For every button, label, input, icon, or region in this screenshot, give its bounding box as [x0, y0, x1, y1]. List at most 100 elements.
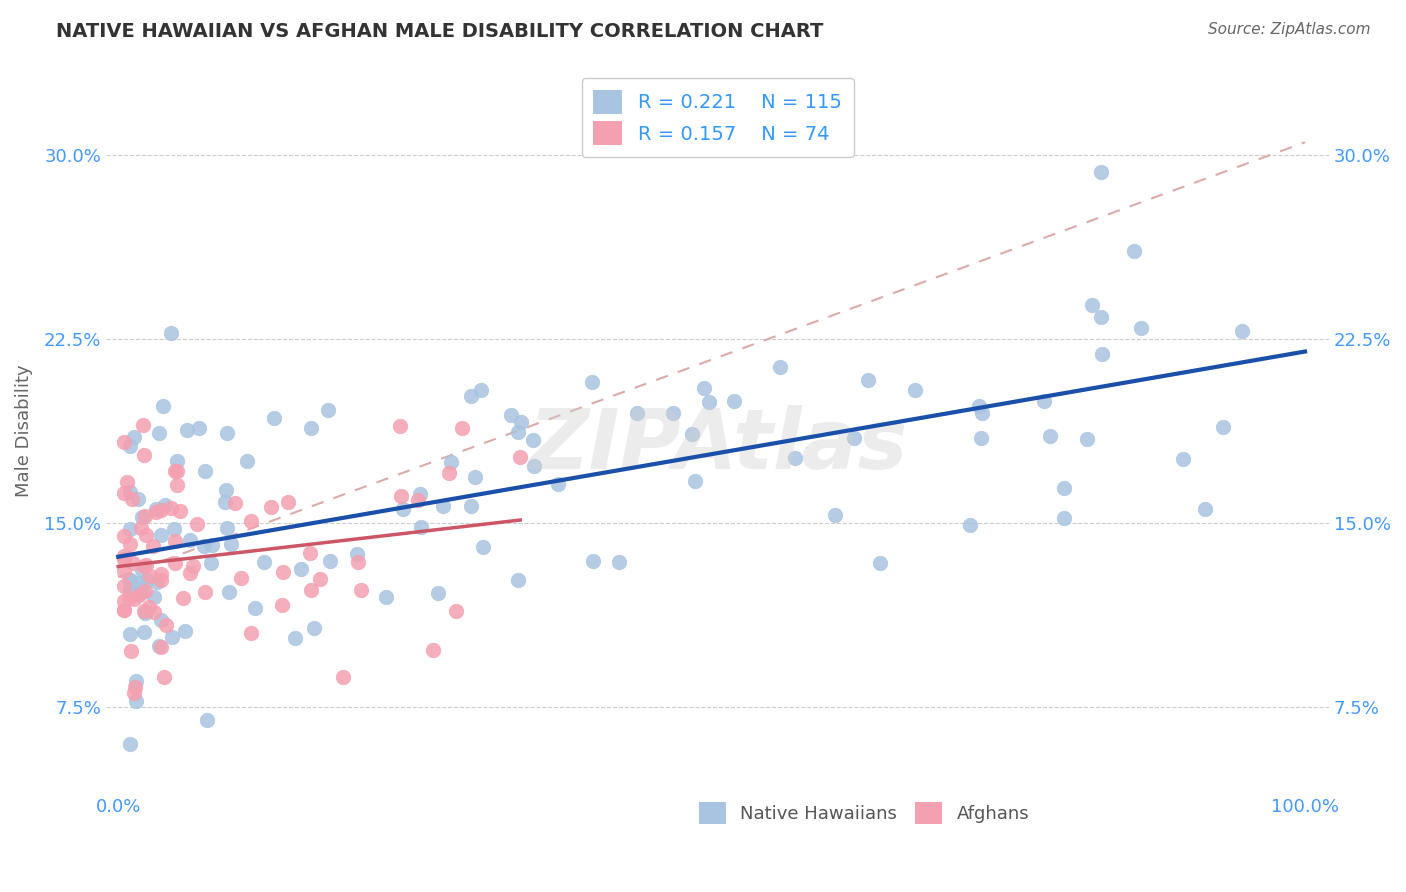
Point [1194, 502, 1216, 516]
Point [693, 381, 716, 395]
Point [120, 522, 142, 536]
Point [219, 537, 242, 551]
Point [271, 598, 294, 612]
Point [112, 434, 135, 449]
Point [299, 546, 322, 560]
Point [112, 579, 135, 593]
Point [426, 586, 449, 600]
Point [132, 418, 155, 433]
Point [215, 521, 238, 535]
Point [440, 455, 463, 469]
Point [460, 499, 482, 513]
Point [132, 625, 155, 640]
Point [179, 566, 201, 580]
Point [153, 670, 176, 684]
Point [970, 431, 993, 445]
Point [165, 534, 187, 549]
Point [120, 737, 142, 751]
Point [785, 450, 807, 465]
Point [464, 470, 486, 484]
Point [120, 582, 142, 596]
Point [723, 394, 745, 409]
Point [148, 425, 170, 440]
Point [409, 520, 432, 534]
Point [115, 475, 138, 489]
Point [253, 555, 276, 569]
Point [135, 558, 157, 572]
Point [260, 500, 283, 514]
Point [142, 590, 165, 604]
Point [374, 590, 396, 604]
Point [299, 582, 322, 597]
Point [124, 680, 146, 694]
Point [432, 499, 454, 513]
Point [138, 599, 160, 614]
Point [169, 504, 191, 518]
Point [120, 484, 142, 499]
Point [299, 420, 322, 434]
Point [972, 406, 994, 420]
Point [284, 631, 307, 645]
Text: Source: ZipAtlas.com: Source: ZipAtlas.com [1208, 22, 1371, 37]
Point [499, 408, 522, 422]
Point [150, 573, 173, 587]
Point [166, 464, 188, 478]
Point [120, 584, 142, 599]
Point [134, 584, 156, 599]
Point [120, 573, 142, 587]
Point [127, 491, 149, 506]
Point [1212, 420, 1234, 434]
Point [903, 383, 925, 397]
Point [132, 559, 155, 574]
Point [1033, 394, 1056, 409]
Point [181, 558, 204, 573]
Point [139, 568, 162, 582]
Point [1039, 429, 1062, 443]
Point [231, 572, 253, 586]
Point [581, 375, 603, 389]
Point [236, 453, 259, 467]
Point [146, 574, 169, 589]
Point [112, 486, 135, 500]
Point [239, 514, 262, 528]
Point [121, 492, 143, 507]
Point [347, 555, 370, 569]
Point [844, 431, 866, 445]
Point [959, 517, 981, 532]
Point [149, 502, 172, 516]
Point [194, 464, 217, 478]
Point [769, 360, 792, 375]
Point [186, 517, 208, 532]
Point [112, 529, 135, 543]
Point [346, 548, 368, 562]
Point [1129, 321, 1152, 335]
Point [200, 556, 222, 570]
Point [150, 567, 173, 582]
Point [319, 554, 342, 568]
Point [243, 600, 266, 615]
Text: NATIVE HAWAIIAN VS AFGHAN MALE DISABILITY CORRELATION CHART: NATIVE HAWAIIAN VS AFGHAN MALE DISABILIT… [56, 22, 824, 41]
Point [869, 556, 891, 570]
Point [112, 549, 135, 563]
Point [149, 640, 172, 655]
Point [120, 439, 142, 453]
Point [120, 627, 142, 641]
Point [188, 420, 211, 434]
Point [217, 426, 239, 441]
Point [506, 573, 529, 587]
Y-axis label: Male Disability: Male Disability [15, 365, 32, 497]
Point [112, 552, 135, 566]
Point [112, 603, 135, 617]
Point [166, 478, 188, 492]
Point [129, 521, 152, 535]
Point [122, 592, 145, 607]
Point [112, 594, 135, 608]
Point [508, 425, 530, 439]
Point [1232, 324, 1254, 338]
Point [699, 395, 721, 409]
Point [681, 427, 703, 442]
Point [263, 410, 285, 425]
Point [122, 686, 145, 700]
Point [582, 554, 605, 568]
Point [472, 541, 495, 555]
